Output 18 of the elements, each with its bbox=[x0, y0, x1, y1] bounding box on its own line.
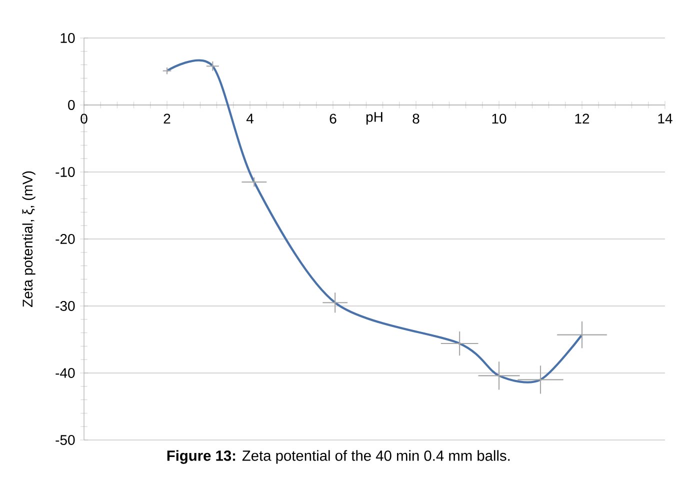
x-tick-label: 12 bbox=[575, 114, 590, 124]
y-tick-label: -10 bbox=[56, 167, 75, 177]
x-axis-title: pH bbox=[366, 112, 382, 125]
text: Figure 13: Zeta potential of the 40 min 0.4 mm balls. bbox=[167, 450, 510, 464]
x-tick-label: 2 bbox=[164, 114, 170, 124]
x-tick-label: 14 bbox=[658, 114, 672, 124]
y-tick-label: 10 bbox=[60, 33, 75, 43]
y-tick-label: -20 bbox=[56, 234, 75, 244]
x-tick-label: 6 bbox=[330, 114, 336, 124]
y-tick-label: -30 bbox=[56, 301, 75, 311]
x-tick-label: 8 bbox=[412, 114, 420, 124]
x-tick-label: 0 bbox=[80, 114, 88, 124]
y-tick-label: -50 bbox=[56, 435, 75, 445]
x-tick-label: 4 bbox=[246, 114, 254, 124]
y-tick-label: -40 bbox=[56, 368, 75, 378]
x-tick-label: 10 bbox=[492, 114, 506, 124]
y-tick-label: 0 bbox=[68, 100, 75, 110]
y-axis-title: Zeta potential, ξ, (mV) bbox=[22, 171, 36, 308]
